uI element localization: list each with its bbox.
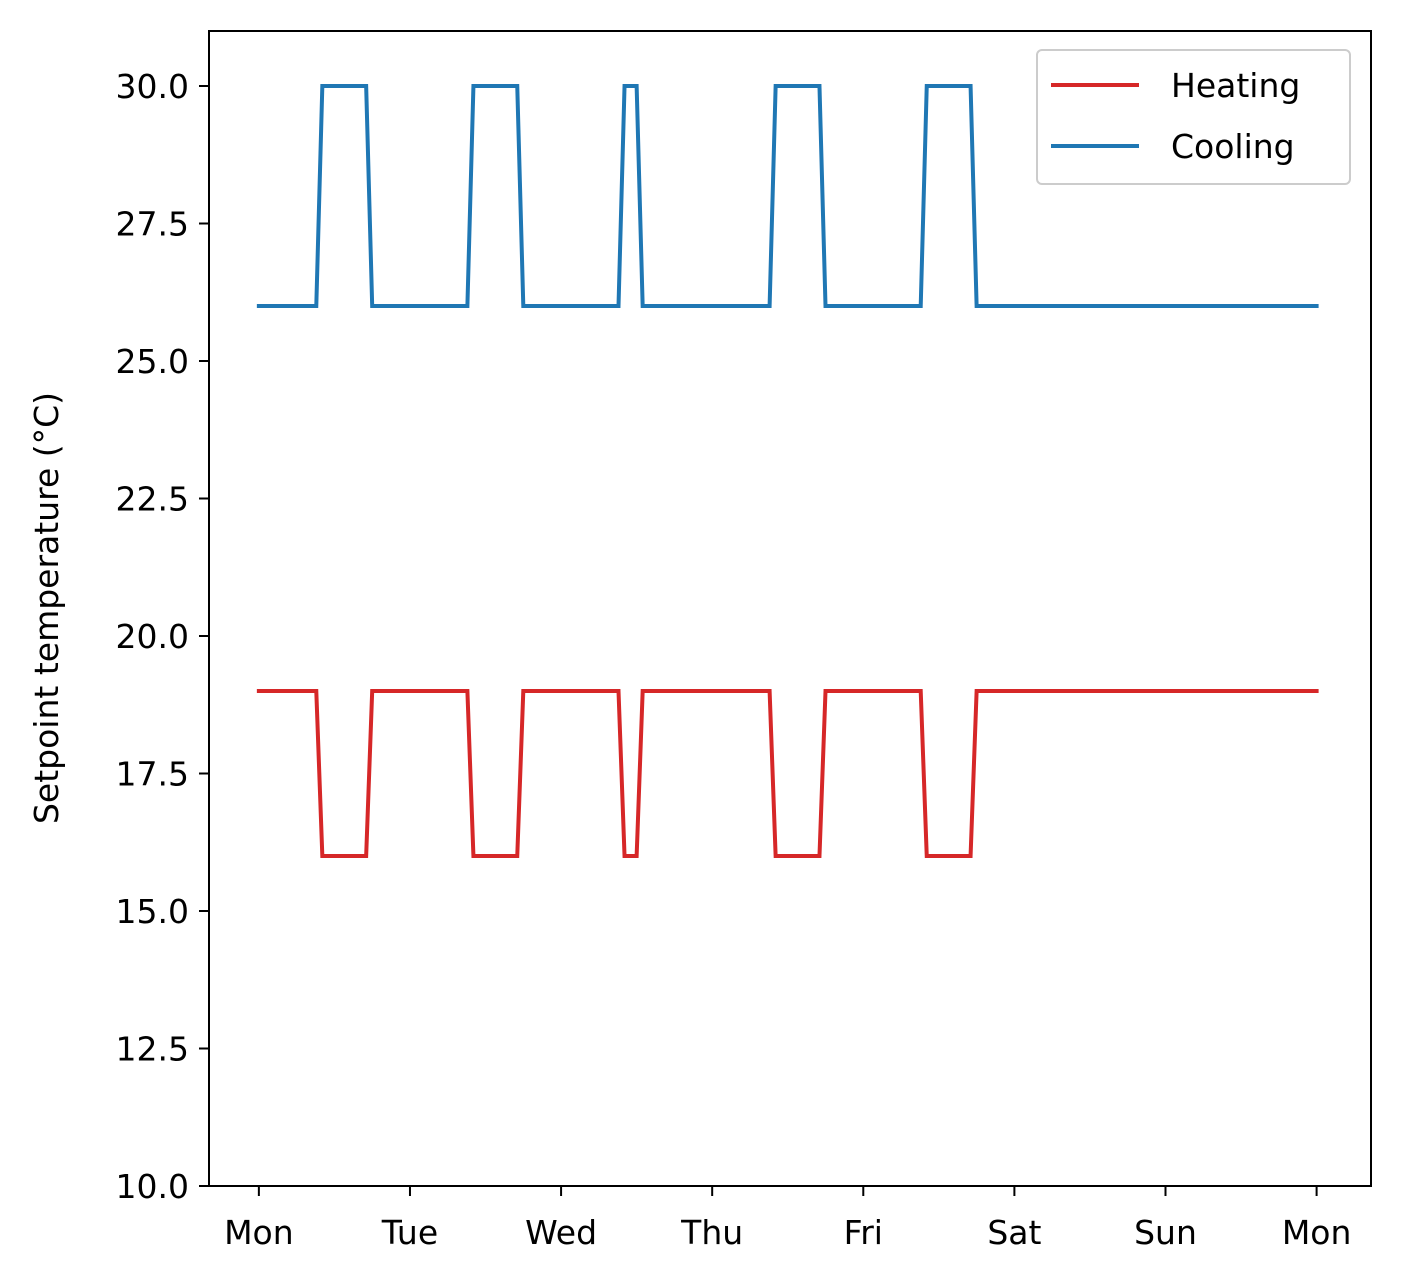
y-tick-label: 15.0 — [116, 892, 189, 931]
x-tick-label: Wed — [525, 1213, 597, 1252]
x-tick-label: Sat — [987, 1213, 1041, 1252]
y-tick-label: 17.5 — [116, 755, 189, 794]
y-axis: 10.0 12.5 15.0 17.5 20.0 22.5 25.0 27.5 30.0 — [116, 67, 209, 1206]
y-tick-label: 22.5 — [116, 480, 189, 519]
series-line-cooling — [256, 84, 1319, 308]
legend-label-heating: Heating — [1171, 66, 1300, 105]
x-tick-label: Fri — [844, 1213, 883, 1252]
x-tick-label: Mon — [1282, 1213, 1352, 1252]
y-tick-label: 27.5 — [116, 205, 189, 244]
x-tick-label: Thu — [680, 1213, 743, 1252]
y-tick-label: 20.0 — [116, 617, 189, 656]
series-layer — [256, 84, 1319, 858]
x-tick-label: Mon — [224, 1213, 294, 1252]
y-axis-label: Setpoint temperature (°C) — [27, 392, 66, 824]
legend-label-cooling: Cooling — [1171, 127, 1295, 166]
x-tick-label: Tue — [381, 1213, 438, 1252]
y-tick-label: 12.5 — [116, 1030, 189, 1069]
x-axis: Mon Tue Wed Thu Fri Sat Sun Mon — [224, 1186, 1351, 1252]
y-tick-label: 10.0 — [116, 1167, 189, 1206]
series-line-heating — [256, 689, 1319, 858]
x-tick-label: Sun — [1134, 1213, 1197, 1252]
y-tick-label: 30.0 — [116, 67, 189, 106]
legend: Heating Cooling — [1036, 49, 1351, 185]
y-tick-label: 25.0 — [116, 342, 189, 381]
plot-frame — [208, 30, 1372, 1187]
